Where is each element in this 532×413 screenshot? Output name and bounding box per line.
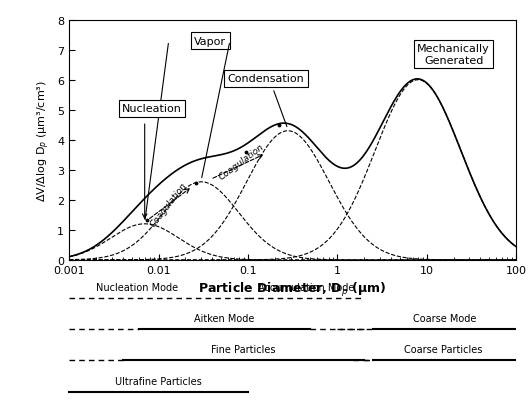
Text: Vapor: Vapor bbox=[194, 37, 226, 47]
Text: Nucleation Mode: Nucleation Mode bbox=[96, 282, 178, 292]
Text: Coarse Particles: Coarse Particles bbox=[404, 344, 483, 354]
Text: Ultrafine Particles: Ultrafine Particles bbox=[115, 376, 202, 386]
Text: Coagulation: Coagulation bbox=[218, 142, 266, 182]
Text: Fine Particles: Fine Particles bbox=[211, 344, 276, 354]
X-axis label: Particle Diameter, D$_p$ (μm): Particle Diameter, D$_p$ (μm) bbox=[198, 280, 387, 299]
Text: Condensation: Condensation bbox=[228, 74, 304, 84]
Text: Accumulation Mode: Accumulation Mode bbox=[258, 282, 354, 292]
Text: Nucleation: Nucleation bbox=[122, 104, 182, 114]
Text: Aitken Mode: Aitken Mode bbox=[194, 313, 255, 323]
Text: Mechanically
Generated: Mechanically Generated bbox=[417, 44, 490, 66]
Y-axis label: ΔV/Δlog D$_p$ (μm³/cm³): ΔV/Δlog D$_p$ (μm³/cm³) bbox=[35, 80, 52, 201]
Text: Coagulation: Coagulation bbox=[148, 181, 189, 229]
Text: Coarse Mode: Coarse Mode bbox=[413, 313, 476, 323]
